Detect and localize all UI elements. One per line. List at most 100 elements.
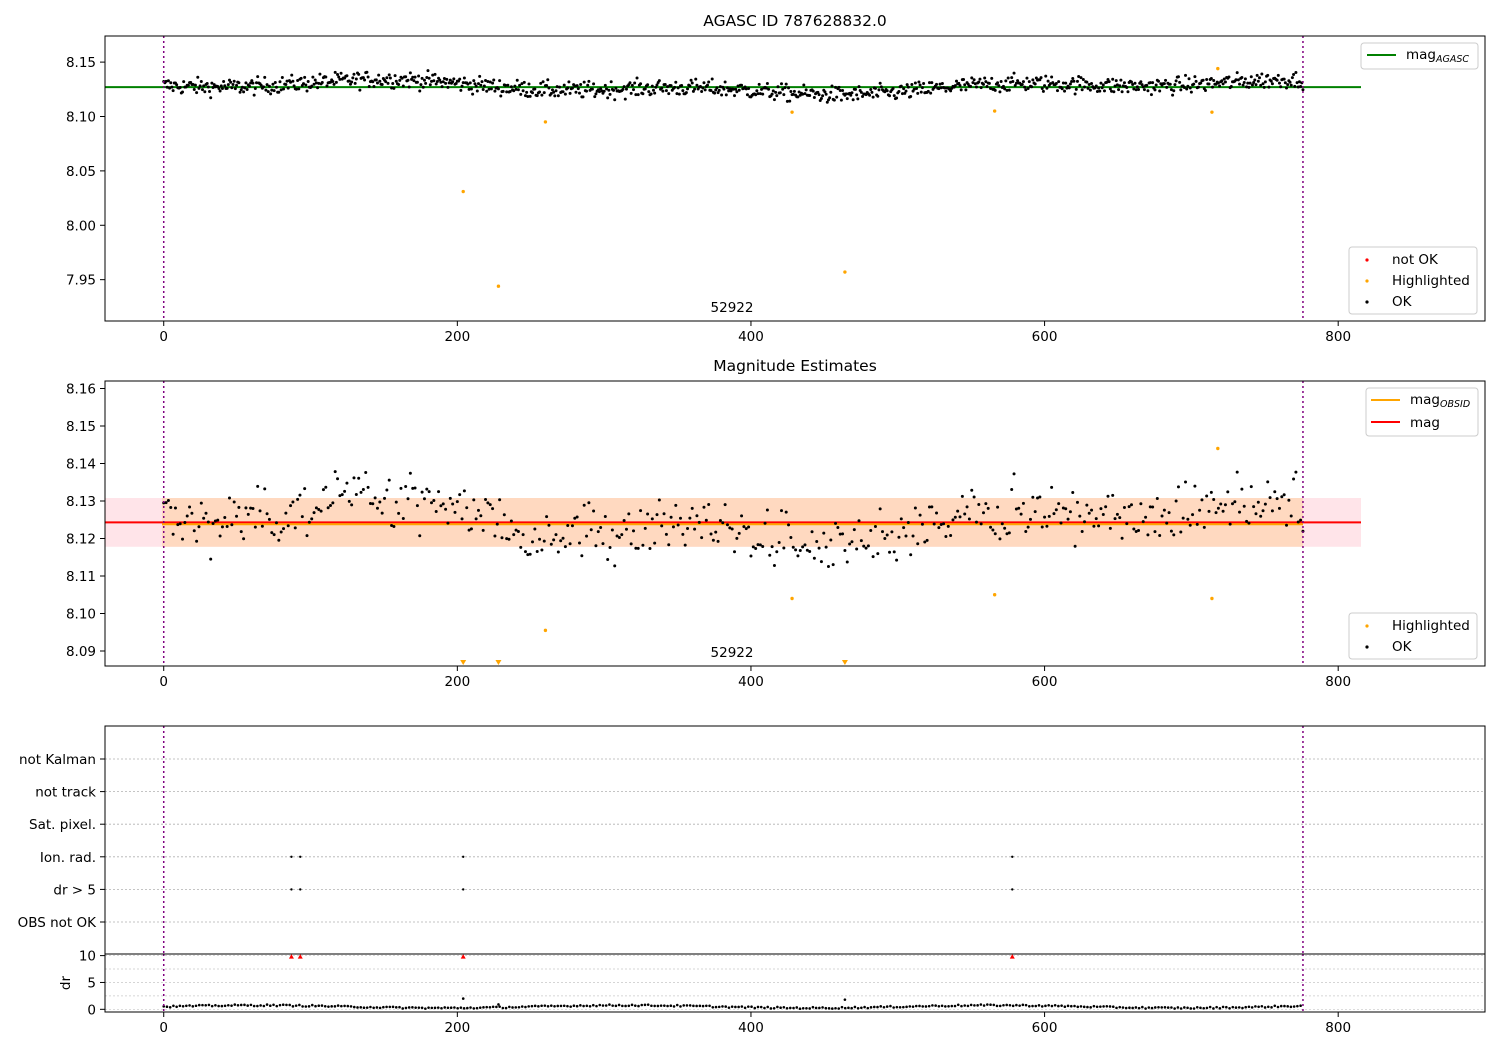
- ok-point: [819, 97, 823, 101]
- ok-point: [508, 89, 512, 93]
- ok-point: [1132, 527, 1136, 531]
- agasc-marker-legend: not OK Highlighted OK: [1348, 246, 1478, 315]
- ok-point: [782, 93, 786, 97]
- ok-point: [643, 87, 647, 91]
- ok-point: [397, 83, 401, 87]
- ok-point: [834, 85, 838, 89]
- dr-point: [679, 1005, 682, 1008]
- ok-point: [923, 540, 927, 544]
- ok-point: [1184, 73, 1188, 77]
- ok-point: [181, 537, 185, 541]
- dr-x-tick-label: 400: [738, 1020, 764, 1036]
- ok-point: [256, 484, 260, 488]
- ok-point: [507, 537, 511, 541]
- ok-point: [972, 78, 976, 82]
- ok-point: [996, 505, 1000, 509]
- ok-point: [566, 86, 570, 90]
- dr-point: [323, 1004, 327, 1008]
- ok-point: [319, 509, 323, 513]
- ok-point: [1050, 75, 1054, 79]
- ok-point: [621, 87, 625, 91]
- ok-point: [953, 84, 957, 88]
- ok-point: [634, 93, 638, 97]
- ok-point: [918, 513, 922, 517]
- ok-point: [1004, 79, 1008, 83]
- dr-point: [420, 1006, 424, 1010]
- ok-point: [232, 500, 236, 504]
- ok-point: [253, 87, 257, 91]
- ok-point: [1301, 88, 1305, 92]
- agasc-panel-title: AGASC ID 787628832.0: [703, 12, 887, 30]
- dr-point: [847, 1006, 850, 1010]
- ok-point: [733, 550, 737, 554]
- ok-point: [597, 90, 601, 94]
- ok-point: [653, 91, 657, 95]
- ok-point: [592, 509, 596, 513]
- ok-point: [757, 82, 761, 86]
- dr-point: [427, 1006, 430, 1009]
- ok-point: [512, 533, 516, 537]
- dr-point: [417, 1006, 421, 1009]
- dr-point: [178, 1004, 182, 1008]
- dr-point: [175, 1005, 178, 1009]
- dr-point: [310, 1003, 314, 1007]
- ok-point: [938, 82, 942, 86]
- ok-point: [502, 513, 506, 517]
- ok-point: [451, 502, 455, 506]
- ok-point: [404, 75, 408, 79]
- dr-point: [524, 1005, 527, 1009]
- ok-point: [505, 90, 509, 94]
- ok-point: [253, 525, 257, 529]
- dr-point: [1060, 1004, 1063, 1007]
- dr-point: [1228, 1006, 1231, 1010]
- ok-point: [351, 76, 355, 80]
- dr-point: [1134, 1006, 1138, 1009]
- ok-point: [480, 80, 484, 84]
- ok-point: [829, 538, 833, 542]
- dr-point: [908, 1005, 912, 1008]
- ok-point: [533, 527, 537, 531]
- dr-point: [553, 1004, 556, 1008]
- ok-point: [328, 504, 332, 508]
- dr-point: [1279, 1004, 1283, 1008]
- ok-point: [1024, 530, 1028, 534]
- ok-point: [169, 505, 173, 509]
- dr-point: [924, 1005, 928, 1008]
- dr-point: [814, 1006, 818, 1010]
- ok-point: [841, 88, 845, 92]
- ok-point: [1101, 83, 1105, 87]
- ok-point: [641, 543, 645, 547]
- ok-point: [1039, 76, 1043, 80]
- ok-point: [479, 514, 483, 518]
- dr-point: [508, 1005, 511, 1009]
- ok-point: [1151, 81, 1155, 85]
- ok-point: [1269, 79, 1273, 83]
- ok-point: [430, 501, 434, 505]
- ok-point: [1292, 73, 1296, 77]
- ok-point: [202, 84, 206, 88]
- dr-point: [914, 1004, 918, 1008]
- dr-point: [1257, 1005, 1260, 1009]
- ok-point: [225, 86, 229, 90]
- ok-point: [514, 87, 518, 91]
- ok-point: [654, 85, 658, 89]
- dr-point: [469, 1006, 472, 1009]
- highlighted-point: [543, 628, 548, 633]
- ok-point: [1149, 93, 1153, 97]
- dr-point: [1231, 1005, 1235, 1009]
- ok-point: [811, 89, 815, 93]
- ok-point: [838, 89, 842, 93]
- ok-point: [418, 534, 422, 538]
- ok-point: [686, 87, 690, 91]
- ok-point: [1016, 79, 1020, 83]
- dr-x-tick-label: 800: [1325, 1020, 1351, 1036]
- ok-point: [568, 542, 572, 546]
- estimates-y-tick-label: 8.10: [66, 607, 96, 623]
- ok-point: [242, 90, 246, 94]
- dr-point: [582, 1004, 585, 1008]
- ok-point: [506, 83, 510, 87]
- dr-point: [956, 1003, 960, 1007]
- ok-point: [1254, 512, 1258, 516]
- dr-point: [934, 1004, 937, 1007]
- dr-point: [837, 1007, 841, 1010]
